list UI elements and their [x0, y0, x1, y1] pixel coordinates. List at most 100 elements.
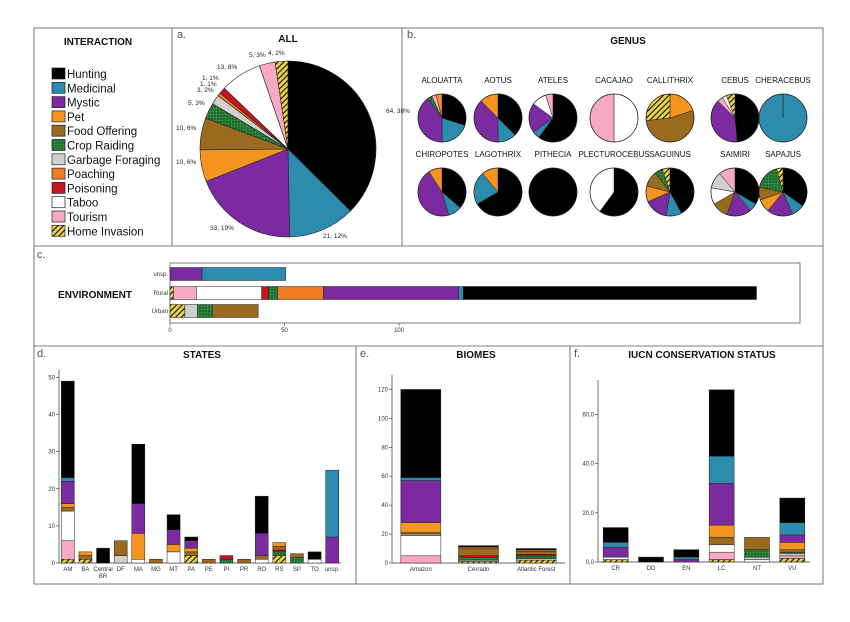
- states-title: STATES: [183, 350, 221, 361]
- states-bar-pi-crop-raiding: [219, 559, 234, 564]
- states-bar-rs-pet: [272, 542, 287, 547]
- legend-label-poisoning: Poisoning: [67, 183, 118, 195]
- all-pie-label-tourism: 5, 3%: [249, 52, 266, 59]
- states-bar-am-medicinal: [61, 477, 75, 482]
- states-bar-rs-food-offering: [272, 546, 287, 551]
- iucn-bar-vu-hunting: [779, 497, 806, 523]
- all-pie-slice-medicinal: [287, 148, 351, 238]
- states-ytick-5: 50: [48, 375, 55, 381]
- environment-bar-urban-food-offering: [212, 304, 259, 318]
- legend-swatch-tourism: [51, 210, 66, 223]
- genus-pie-outline-chiropotes: [417, 167, 467, 217]
- genus-pie-outline-plecturocebus: [589, 167, 639, 217]
- states-bar-ro-food-offering: [254, 555, 269, 560]
- iucn-bar-dd-hunting: [638, 556, 664, 563]
- all-pie-title: ALL: [278, 34, 297, 45]
- biomes-bar-cerrado-hunting: [458, 545, 499, 548]
- iucn-bar-cr-hunting: [602, 527, 629, 543]
- states-xlabel-mt: MT: [169, 567, 178, 573]
- states-bar-pe-food-offering: [202, 559, 216, 564]
- legend-swatch-home-invasion: [51, 224, 66, 237]
- environment-bar-rural-poaching: [277, 286, 324, 300]
- biomes-bar-amazon-tourism: [400, 555, 442, 564]
- iucn-bar-cr-medicinal: [602, 542, 629, 548]
- states-xlabel-ma: MA: [134, 567, 143, 573]
- states-bar-df-food-offering: [113, 540, 128, 556]
- biomes-ytick-0: 0: [385, 561, 389, 567]
- environment-title: ENVIRONMENT: [58, 290, 132, 301]
- biomes-chart: 0 20 40 60 80 100 120 Amazon Cerrado Atlantic For…: [378, 375, 565, 573]
- states-bar-am-pet: [61, 503, 75, 508]
- panel-label-e: e.: [360, 348, 369, 360]
- iucn-xlabel-lc: LC: [718, 566, 726, 572]
- states-xlabel-pi: PI: [224, 567, 230, 573]
- iucn-bar-lc-taboo: [708, 544, 735, 553]
- legend-label-food-offering: Food Offering: [67, 126, 137, 138]
- genus-label-plecturocebus: PLECTUROCEBUS: [578, 150, 649, 159]
- environment-chart: unsp. Rural Urban 0 50 100: [152, 262, 801, 334]
- states-bar-rs-home-invasion: [272, 555, 287, 564]
- all-pie-label-home-invasion: 4, 2%: [268, 50, 285, 57]
- genus-pie-outline-saguinus: [645, 167, 695, 217]
- states-bar-pa-pet: [184, 547, 198, 553]
- environment-bar-rural-hunting: [462, 286, 757, 300]
- environment-bar-rural-mystic: [323, 286, 459, 300]
- states-bar-mg-food-offering: [149, 559, 163, 564]
- legend-label-mystic: Mystic: [67, 98, 100, 110]
- all-pie-label-mystic: 33, 19%: [210, 225, 234, 232]
- biomes-ytick-1: 20: [381, 532, 388, 538]
- genus-label-ateles: ATELES: [538, 76, 568, 85]
- environment-bar-urban-crop-raiding: [197, 304, 213, 318]
- biomes-bar-amazon-mystic: [400, 480, 442, 523]
- iucn-bar-lc-tourism: [708, 551, 735, 560]
- iucn-bar-en-medicinal: [673, 556, 700, 560]
- genus-pie-outline-cacajao: [589, 93, 639, 143]
- states-bar-pa-home-invasion: [184, 555, 198, 564]
- environment-bar-rural-taboo: [196, 286, 262, 300]
- iucn-bar-vu-medicinal: [779, 522, 806, 536]
- genus-title: GENUS: [610, 36, 646, 47]
- genus-pie-outline-ateles: [528, 93, 578, 143]
- legend-label-tourism: Tourism: [67, 212, 107, 224]
- states-bar-ro-mystic: [254, 533, 269, 556]
- iucn-bar-lc-medicinal: [708, 455, 735, 484]
- states-bar-sp-food-offering: [290, 553, 304, 558]
- genus-label-pithecia: PITHECIA: [535, 150, 573, 159]
- genus-slice-callithrix-home-invasion: [645, 93, 671, 121]
- biomes-bar-atlantic-forest-food-offering: [515, 551, 557, 555]
- iucn-ytick-0: 0,0: [586, 560, 595, 566]
- biomes-bar-atlantic-forest-hunting: [515, 548, 557, 551]
- iucn-bar-vu-mystic: [779, 534, 806, 543]
- panel-label-b: b.: [407, 29, 416, 41]
- biomes-bar-amazon-taboo: [400, 535, 442, 557]
- legend-swatch-pet: [51, 110, 66, 123]
- legend-label-medicinal: Medicinal: [67, 83, 116, 95]
- iucn-bar-en-mystic: [673, 559, 700, 563]
- states-bar-pa-mystic: [184, 540, 198, 549]
- legend-swatch-taboo: [51, 196, 66, 209]
- states-xlabel-unsp: unsp.: [325, 567, 340, 573]
- genus-label-callithrix: CALLITHRIX: [647, 76, 694, 85]
- legend-swatch-hunting: [51, 67, 66, 80]
- iucn-bar-lc-pet: [708, 524, 735, 538]
- legend-label-home-invasion: Home Invasion: [67, 226, 144, 238]
- all-pie-label-poisoning: 1, 1%: [202, 75, 219, 82]
- panel-frames: [33, 27, 824, 585]
- legend-label-crop-raiding: Crop Raiding: [67, 141, 134, 153]
- iucn-xlabel-nt: NT: [753, 566, 761, 572]
- biomes-xlabel-amazon: Amazon: [410, 567, 432, 573]
- legend: Hunting Medicinal Mystic Pet Food Offering Cr…: [51, 67, 160, 238]
- states-bar-mt-mystic: [166, 529, 181, 545]
- states-bar-to-taboo: [307, 559, 322, 564]
- states-xlabel-pe: PE: [205, 567, 213, 573]
- genus-pie-outline-alouatta: [417, 93, 467, 143]
- iucn-bar-vu-pet: [779, 542, 806, 550]
- genus-label-saguinus: SAGUINUS: [649, 150, 691, 159]
- biomes-ytick-6: 120: [378, 387, 389, 393]
- iucn-bar-cr-mystic: [602, 546, 629, 558]
- all-pie-label-medicinal: 21, 12%: [323, 233, 347, 240]
- states-bar-rs-crop-raiding: [272, 551, 287, 556]
- states-bar-sp-crop-raiding: [290, 557, 304, 564]
- iucn-bar-lc-home-invasion: [708, 559, 735, 563]
